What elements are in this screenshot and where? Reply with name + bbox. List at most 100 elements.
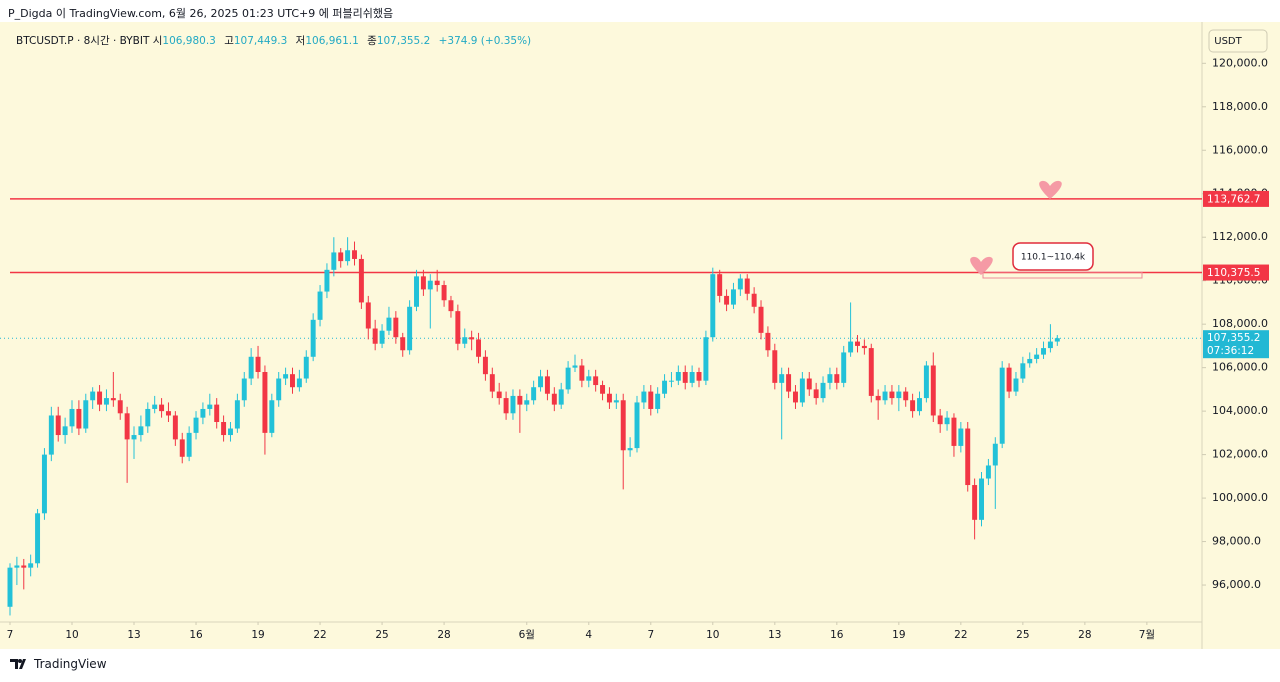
candle-body: [813, 389, 819, 399]
candle-body: [985, 465, 991, 479]
header: P_Digda 이 TradingView.com, 6월 26, 2025 0…: [8, 7, 394, 20]
candle-body: [600, 385, 606, 394]
candle-body: [620, 400, 626, 451]
candle-body: [841, 352, 847, 383]
candle-body: [241, 378, 247, 401]
x-tick-label: 28: [437, 629, 450, 641]
y-tick-label: 116,000.0: [1212, 143, 1268, 156]
candle-body: [21, 565, 27, 568]
candle-body: [544, 376, 550, 394]
candle-body: [668, 380, 674, 382]
candle-body: [613, 400, 619, 403]
open: 106,980.3: [162, 35, 216, 47]
candle-body: [965, 428, 971, 486]
candle-body: [338, 252, 344, 262]
y-tick-label: 118,000.0: [1212, 100, 1268, 113]
level-label: 113,762.7: [1207, 193, 1260, 205]
candle-body: [923, 365, 929, 399]
candle-body: [262, 372, 268, 433]
candle-body: [97, 391, 103, 405]
currency-box[interactable]: [1208, 29, 1268, 53]
candle-body: [283, 374, 289, 379]
countdown: 07:36:12: [1207, 345, 1254, 357]
candle-body: [510, 395, 516, 414]
candle-body: [792, 391, 798, 403]
x-tick-label: 13: [127, 629, 140, 641]
candle-body: [221, 422, 227, 436]
x-tick-label: 7월: [1139, 629, 1155, 641]
candle-body: [917, 398, 922, 412]
x-tick-label: 10: [65, 629, 78, 641]
candle-body: [662, 380, 668, 394]
x-tick-label: 13: [768, 629, 781, 641]
close: 107,355.2: [376, 35, 431, 47]
candle-body: [1041, 348, 1047, 355]
x-tick-label: 7: [647, 629, 654, 641]
candle-body: [331, 252, 337, 270]
candle-body: [1027, 358, 1033, 364]
candle-body: [1034, 354, 1040, 359]
candle-body: [751, 293, 757, 307]
candle-body: [717, 274, 723, 296]
candle-body: [503, 398, 509, 414]
candle-body: [234, 400, 240, 429]
currency: USDT: [1214, 36, 1242, 47]
low-label: 저: [295, 35, 306, 47]
candle-body: [145, 408, 151, 427]
candle-body: [7, 567, 13, 607]
y-tick-label: 108,000.0: [1212, 317, 1268, 330]
low: 106,961.1: [305, 35, 359, 47]
candle-body: [772, 350, 778, 383]
candle-body: [407, 306, 413, 351]
candle-body: [496, 391, 502, 399]
candle-body: [55, 415, 61, 436]
candle-body: [358, 258, 364, 303]
candle-body: [69, 408, 75, 427]
candle-body: [524, 400, 530, 405]
candle-body: [296, 378, 302, 388]
candle-body: [76, 408, 82, 429]
candle-body: [937, 415, 943, 425]
x-tick-label: 16: [830, 629, 844, 641]
open-label: 시: [152, 35, 163, 47]
candle-body: [868, 348, 874, 396]
candle-body: [882, 391, 888, 401]
candle-body: [827, 374, 833, 383]
candle-body: [551, 393, 557, 405]
candle-body: [744, 278, 750, 294]
candle-body: [159, 404, 165, 412]
candle-body: [558, 389, 564, 405]
candle-body: [227, 428, 233, 436]
candle-body: [538, 376, 544, 388]
candle-body: [1013, 378, 1019, 392]
candle-body: [889, 391, 895, 399]
candle-body: [710, 274, 716, 338]
candle-body: [462, 337, 468, 344]
x-tick-label: 22: [954, 629, 967, 641]
candle-body: [648, 391, 654, 409]
candle-body: [414, 276, 419, 307]
x-tick-label: 25: [1016, 629, 1029, 641]
candle-body: [455, 311, 461, 344]
candle-body: [531, 387, 537, 401]
candle-body: [400, 337, 406, 351]
candle-body: [930, 365, 936, 416]
candle-body: [448, 300, 454, 312]
y-tick-label: 112,000.0: [1212, 230, 1268, 243]
annotation-range: [982, 271, 1143, 279]
high: 107,449.3: [233, 35, 288, 47]
candle-body: [427, 280, 433, 290]
candle-body: [489, 374, 495, 392]
candle-body: [586, 376, 592, 381]
y-tick-label: 98,000.0: [1212, 535, 1261, 548]
candle-body: [696, 372, 702, 381]
candle-body: [62, 426, 68, 436]
candle-body: [269, 400, 275, 433]
candle-body: [1020, 363, 1026, 379]
level-label-bg: [1203, 190, 1269, 207]
y-tick-label: 100,000.0: [1212, 491, 1268, 504]
x-tick-label: 28: [1078, 629, 1091, 641]
candle-body: [303, 356, 309, 379]
